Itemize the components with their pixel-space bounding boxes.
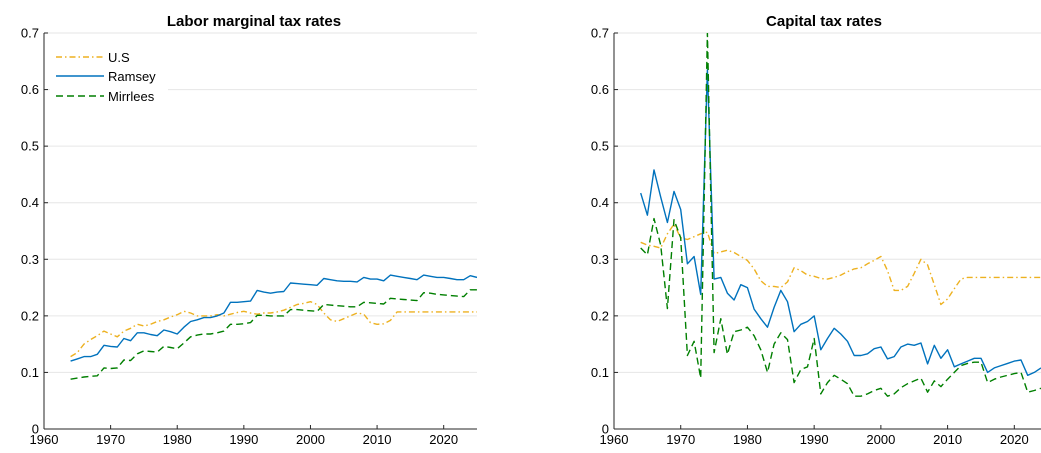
y-tick-label: 0.6: [591, 82, 609, 97]
labor-axes: 0 0.1 0.2 0.3 0.4 0.5 0.6 0.7 1960 1970 1980 1990 20…: [21, 26, 477, 447]
x-tick-label: 1980: [733, 432, 762, 447]
y-tick-label: 0.3: [591, 252, 609, 267]
x-tick-label: 1990: [800, 432, 829, 447]
legend-label-mirrlees: Mirrlees: [108, 89, 155, 104]
y-tick-label: 0.3: [21, 252, 39, 267]
x-tick-label: 1980: [163, 432, 192, 447]
x-tick-label: 2010: [363, 432, 392, 447]
legend-label-us: U.S: [108, 50, 130, 65]
capital-axes: 0 0.1 0.2 0.3 0.4 0.5 0.6 0.7 1960 1970 1980 1990 20…: [591, 26, 1041, 447]
y-tick-label: 0.1: [591, 365, 609, 380]
labor-tax-panel: Labor marginal tax rates 0 0.1 0.2 0.3 0.4 0.…: [21, 13, 477, 447]
y-tick-label: 0.2: [591, 308, 609, 323]
x-tick-label: 1960: [600, 432, 629, 447]
labor-legend: U.S Ramsey Mirrlees: [50, 45, 168, 111]
labor-chart-title: Labor marginal tax rates: [167, 13, 341, 30]
x-tick-label: 2020: [429, 432, 458, 447]
capital-grid: [614, 32, 1041, 430]
capital-series: [640, 33, 1041, 397]
x-tick-label: 1970: [96, 432, 125, 447]
y-tick-label: 0.1: [21, 365, 39, 380]
series-line-u-s: [640, 223, 1041, 306]
series-line-ramsey: [70, 274, 477, 362]
y-tick-label: 0.5: [21, 139, 39, 154]
y-tick-label: 0.4: [591, 195, 609, 210]
y-tick-label: 0.7: [21, 26, 39, 41]
x-tick-label: 1990: [229, 432, 258, 447]
series-line-mirrlees: [70, 289, 477, 380]
y-tick-label: 0: [32, 422, 39, 437]
x-tick-label: 2000: [866, 432, 895, 447]
capital-chart-title: Capital tax rates: [766, 13, 882, 30]
x-tick-label: 2020: [1000, 432, 1029, 447]
x-tick-label: 1970: [666, 432, 695, 447]
y-tick-label: 0.5: [591, 139, 609, 154]
capital-tax-panel: Capital tax rates 0 0.1 0.2 0.3 0.4 0.5 0.6 0.7…: [591, 13, 1041, 447]
x-tick-label: 2000: [296, 432, 325, 447]
y-tick-label: 0.2: [21, 308, 39, 323]
y-tick-label: 0.7: [591, 26, 609, 41]
x-tick-label: 1960: [30, 432, 59, 447]
y-tick-label: 0.6: [21, 82, 39, 97]
y-tick-label: 0.4: [21, 195, 39, 210]
series-line-mirrlees: [640, 33, 1041, 397]
labor-series: [70, 274, 477, 380]
legend-label-ramsey: Ramsey: [108, 69, 156, 84]
series-line-u-s: [70, 301, 477, 358]
series-line-ramsey: [640, 69, 1041, 376]
x-tick-label: 2010: [933, 432, 962, 447]
legend-box: [50, 45, 168, 111]
y-tick-label: 0: [602, 422, 609, 437]
